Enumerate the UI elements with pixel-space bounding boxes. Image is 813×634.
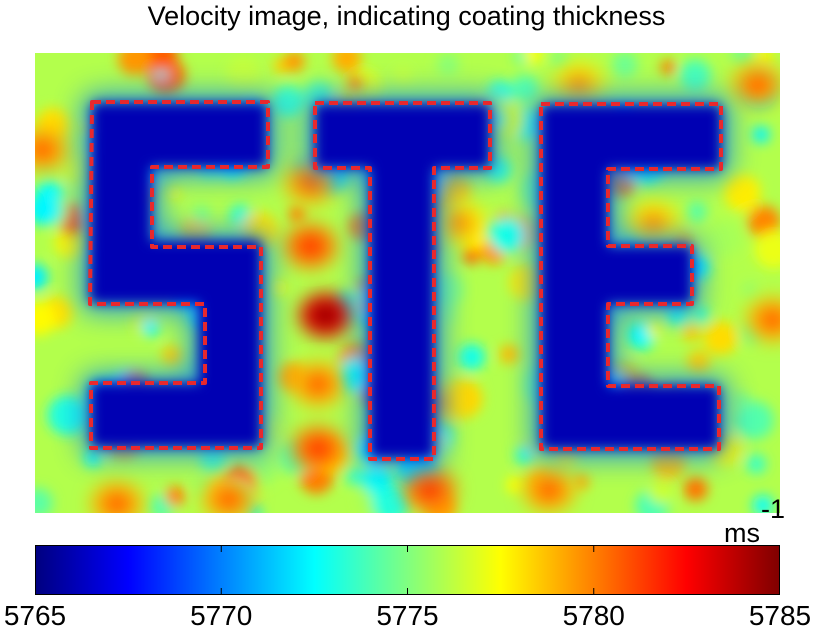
texture-blob: [35, 488, 53, 513]
colorbar-tick-label: 5775: [376, 600, 439, 631]
texture-blob: [361, 464, 394, 496]
texture-blob: [500, 344, 519, 364]
texture-blob: [747, 205, 780, 239]
hot-spot: [297, 235, 324, 258]
texture-blob: [679, 59, 711, 91]
texture-blob: [551, 53, 569, 69]
hot-spot: [35, 138, 56, 161]
hot-spot: [565, 74, 592, 97]
texture-blob: [752, 126, 770, 144]
texture-blob: [611, 53, 638, 78]
texture-blob: [706, 220, 742, 257]
velocity-heatmap: [35, 53, 780, 513]
letter-s-region: [90, 103, 267, 447]
units-base: ms: [724, 518, 760, 548]
hot-spot: [305, 373, 332, 396]
texture-blob: [682, 323, 701, 342]
texture-blob: [47, 395, 88, 436]
texture-blob: [392, 66, 414, 88]
texture-blob: [703, 320, 738, 356]
texture-blob: [272, 85, 305, 118]
colorbar-tick-label: 5785: [748, 600, 812, 631]
hot-spot: [640, 212, 667, 235]
hot-spot: [416, 479, 443, 501]
letter-s-outline: [88, 100, 270, 450]
colorbar-tick-label: 5770: [190, 600, 253, 631]
hot-spot: [312, 304, 339, 327]
texture-blob: [345, 467, 365, 486]
texture-blob: [723, 174, 761, 212]
texture-blob: [523, 53, 544, 64]
texture-blob: [686, 201, 707, 222]
texture-blob: [735, 401, 774, 440]
hot-spot: [215, 488, 242, 511]
texture-blob: [283, 334, 301, 352]
texture-blob: [752, 495, 774, 513]
colorbar-tick-label: 5765: [3, 600, 67, 631]
letter-t-outline: [313, 101, 492, 461]
colorbar-units: ms-1: [724, 494, 785, 548]
texture-blob: [271, 279, 288, 296]
texture-blob: [166, 185, 182, 201]
letter-e-region: [541, 105, 721, 449]
texture-blob: [463, 247, 480, 265]
texture-blob: [648, 479, 674, 504]
letter-t-region: [315, 104, 490, 458]
texture-blob: [660, 59, 676, 75]
texture-blob: [506, 476, 523, 494]
texture-blob: [35, 193, 60, 226]
texture-blob: [683, 477, 708, 502]
hot-spot: [744, 74, 771, 97]
texture-blob: [283, 53, 305, 72]
texture-blob: [646, 322, 662, 337]
texture-blob: [515, 445, 535, 465]
hot-spot: [446, 212, 473, 235]
letter-outline-layer: [88, 100, 723, 461]
texture-blob: [458, 343, 486, 371]
texture-blob: [754, 230, 780, 269]
colorbar: [35, 545, 780, 595]
texture-blob: [734, 392, 752, 409]
texture-blob: [191, 204, 211, 224]
hot-spot: [103, 492, 130, 513]
texture-blob: [746, 454, 767, 474]
texture-blob: [162, 345, 182, 366]
hot-spot: [536, 479, 563, 501]
hot-spot: [759, 308, 780, 331]
texture-blob: [440, 305, 459, 323]
texture-blob: [511, 74, 539, 102]
texture-blob: [574, 474, 590, 489]
texture-blob: [142, 319, 160, 337]
texture-blob: [165, 486, 186, 507]
chart-title: Velocity image, indicating coating thick…: [147, 1, 666, 31]
colorbar-ticks: [35, 545, 780, 595]
colorbar-gradient: [35, 545, 780, 595]
texture-blob: [435, 171, 471, 207]
hot-spot: [305, 437, 332, 460]
texture-blob: [117, 53, 152, 76]
letter-e-outline: [539, 102, 723, 451]
texture-blob: [347, 75, 364, 93]
colorbar-tick-label: 5780: [562, 600, 625, 631]
texture-blob: [687, 350, 711, 374]
texture-blob: [289, 206, 305, 222]
texture-blob: [742, 282, 758, 298]
texture-blob: [489, 217, 525, 254]
texture-blob: [436, 53, 460, 76]
texture-blob: [226, 57, 261, 92]
texture-blob: [332, 53, 362, 73]
units-exponent: -1: [761, 494, 786, 524]
texture-blob: [756, 53, 773, 64]
letter-core-layer: [90, 103, 721, 458]
texture-blob: [35, 264, 49, 291]
texture-blob: [731, 53, 754, 65]
texture-blob: [35, 301, 56, 336]
